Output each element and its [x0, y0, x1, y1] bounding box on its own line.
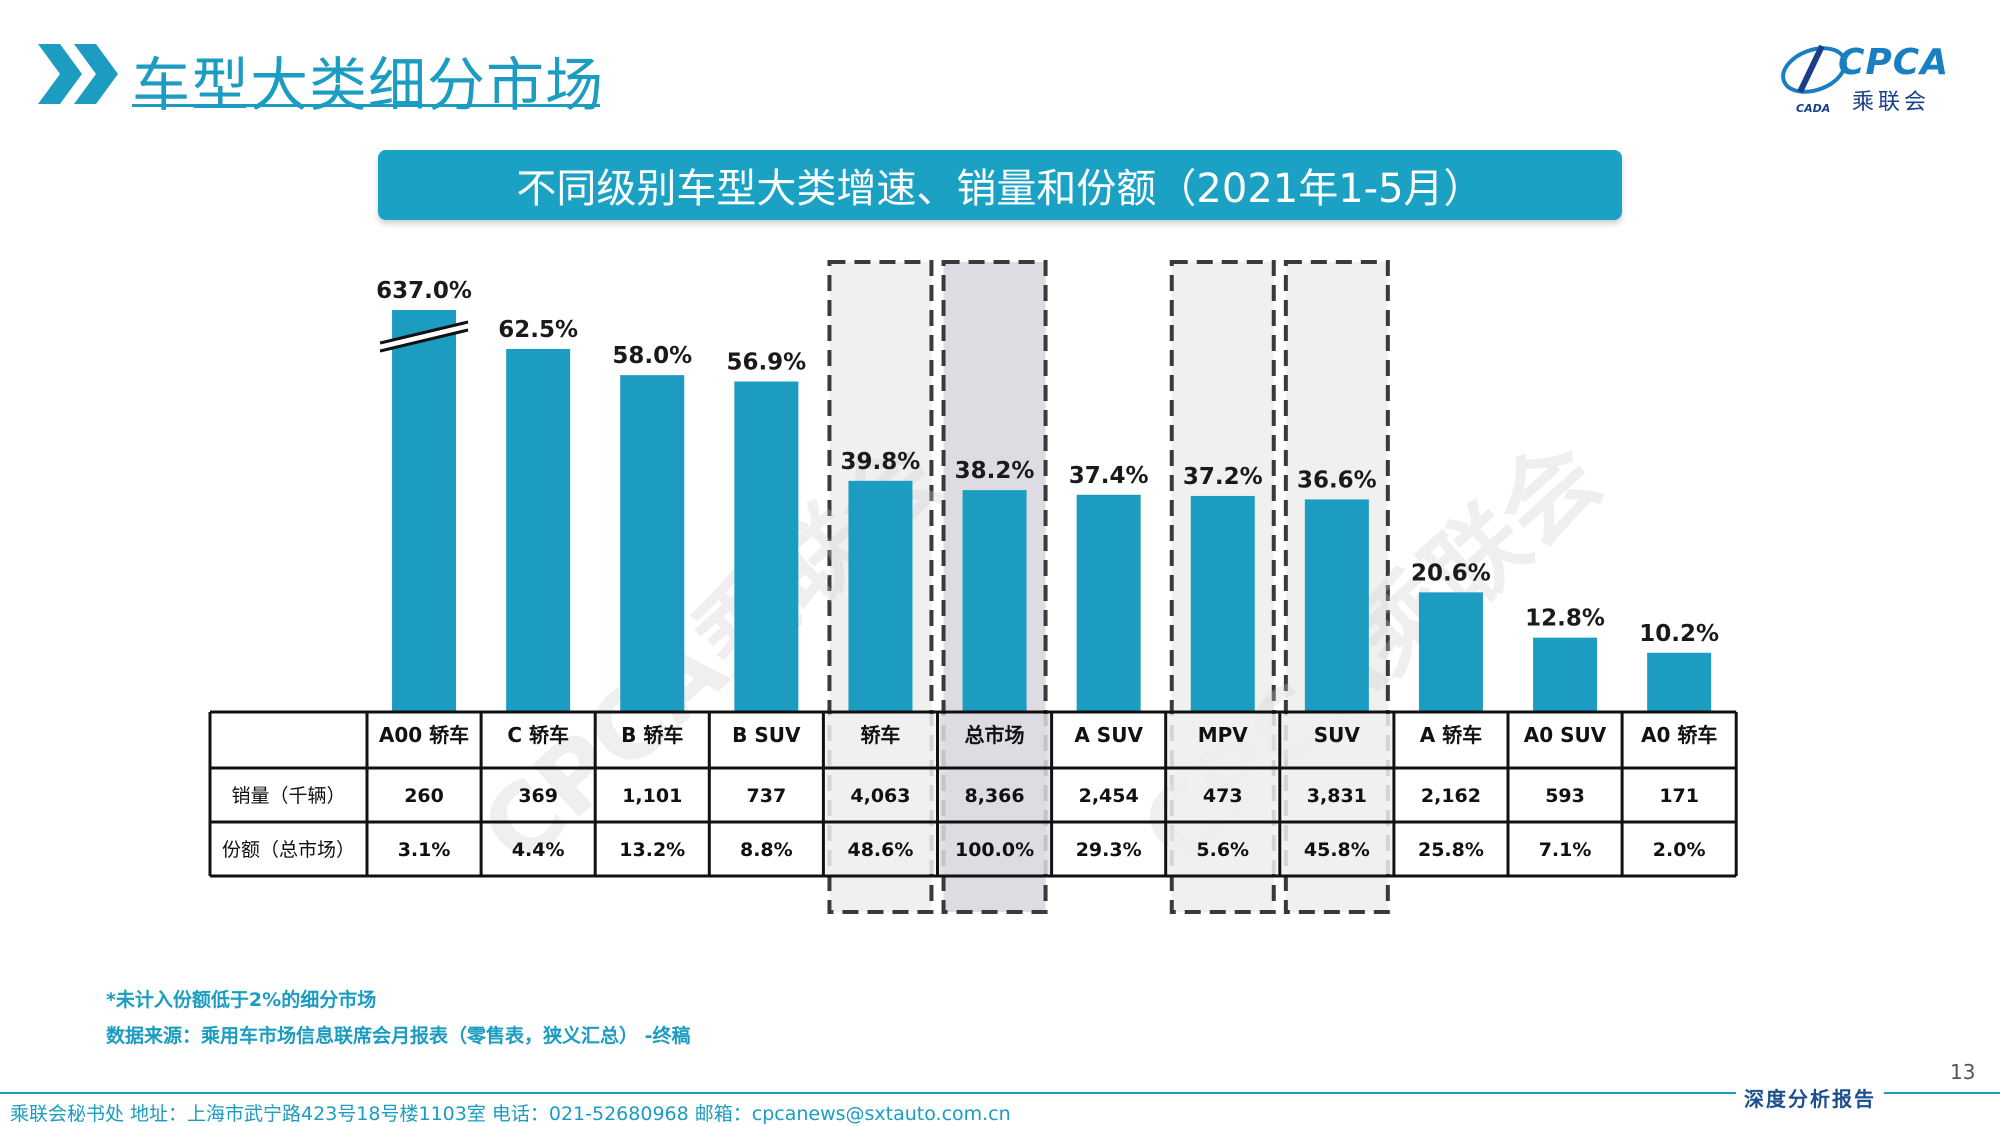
bar-3: [620, 375, 685, 712]
category-label-8: MPV: [1198, 723, 1249, 747]
bars: [379, 310, 1712, 712]
table-cell-r2-c7: 29.3%: [1076, 839, 1142, 861]
logo-subtitle: 乘联会: [1852, 90, 1931, 115]
table-highlight-6: [939, 714, 1050, 874]
table-highlight-8: [1167, 714, 1278, 874]
table-cell-r1-c7: 2,454: [1079, 785, 1139, 807]
table-cell-r1-c1: 260: [404, 785, 444, 807]
footer-line: [0, 1092, 2000, 1094]
category-label-10: A 轿车: [1420, 723, 1482, 747]
chart-title-banner: 不同级别车型大类增速、销量和份额（2021年1-5月）: [378, 150, 1622, 220]
table-cell-r1-c10: 2,162: [1421, 785, 1481, 807]
footer-tag: 深度分析报告: [1736, 1083, 1884, 1112]
category-label-9: SUV: [1314, 723, 1361, 747]
bar-7: [1076, 494, 1141, 712]
bar-2: [506, 349, 571, 712]
page-number: 13: [1950, 1060, 1976, 1084]
category-label-4: B SUV: [732, 723, 801, 747]
table-cell-r1-c2: 369: [518, 785, 558, 807]
value-label-6: 38.2%: [955, 458, 1035, 484]
category-label-2: C 轿车: [507, 723, 569, 747]
row-label-2: 份额（总市场）: [222, 839, 355, 861]
value-labels: 637.0% 62.5% 58.0% 56.9% 39.8% 38.2% 37.4% 37.2…: [376, 278, 1719, 647]
table-cell-r1-c5: 4,063: [850, 785, 910, 807]
table-cell-r2-c12: 2.0%: [1653, 839, 1706, 861]
value-label-11: 12.8%: [1525, 606, 1605, 632]
page-title: 车型大类细分市场: [132, 51, 605, 119]
chevron-arrows-icon: [38, 44, 118, 104]
bar-6: [962, 490, 1027, 712]
bar-12: [1647, 652, 1712, 712]
table-cell-r1-c4: 737: [747, 785, 787, 807]
value-label-8: 37.2%: [1183, 464, 1263, 490]
table-cell-r2-c1: 3.1%: [398, 839, 451, 861]
category-label-5: 轿车: [860, 723, 900, 747]
data-source-note: 数据来源：乘用车市场信息联席会月报表（零售表，狭义汇总） -终稿: [106, 1025, 691, 1047]
value-label-7: 37.4%: [1069, 463, 1149, 489]
table-cell-r2-c2: 4.4%: [512, 839, 565, 861]
category-label-12: A0 轿车: [1641, 723, 1717, 747]
logo-small-text: CADA: [1796, 102, 1830, 115]
footer-contact: 乘联会秘书处 地址：上海市武宁路423号18号楼1103室 电话：021-526…: [10, 1103, 1011, 1125]
value-label-10: 20.6%: [1411, 560, 1491, 586]
value-label-5: 39.8%: [841, 449, 921, 475]
data-table: A00 轿车 C 轿车 B 轿车 B SUV 轿车 总市场 A SUV MPV SUV A 轿车 A…: [208, 710, 1738, 878]
table-cell-r1-c6: 8,366: [964, 785, 1024, 807]
bar-11: [1533, 637, 1598, 712]
chart-title: 不同级别车型大类增速、销量和份额（2021年1-5月）: [516, 166, 1484, 212]
category-label-7: A SUV: [1074, 723, 1143, 747]
table-highlight-9: [1281, 714, 1392, 874]
title-underline: [132, 104, 600, 107]
table-cell-r2-c5: 48.6%: [847, 839, 913, 861]
table-cell-r1-c9: 3,831: [1307, 785, 1367, 807]
table-cell-r1-c12: 171: [1659, 785, 1699, 807]
bar-10: [1418, 592, 1483, 712]
logo-text: CPCA: [1838, 42, 1950, 83]
table-cell-r1-c3: 1,101: [622, 785, 682, 807]
table-cell-r1-c11: 593: [1545, 785, 1585, 807]
value-label-9: 36.6%: [1297, 467, 1377, 493]
table-cell-r2-c8: 5.6%: [1196, 839, 1249, 861]
footnote: *未计入份额低于2%的细分市场: [106, 989, 377, 1011]
category-label-1: A00 轿车: [379, 723, 469, 747]
value-label-2: 62.5%: [498, 317, 578, 343]
table-grid: [208, 710, 1738, 878]
table-highlight-5: [825, 714, 936, 874]
bar-1: [392, 310, 457, 712]
table-cell-r2-c11: 7.1%: [1539, 839, 1592, 861]
value-label-12: 10.2%: [1639, 621, 1719, 647]
row-label-1: 销量（千辆）: [231, 785, 345, 807]
value-label-3: 58.0%: [612, 343, 692, 369]
table-cell-r2-c9: 45.8%: [1304, 839, 1370, 861]
bar-8: [1190, 495, 1255, 712]
category-label-3: B 轿车: [621, 723, 683, 747]
table-cell-r1-c8: 473: [1203, 785, 1243, 807]
table-cell-r2-c10: 25.8%: [1418, 839, 1484, 861]
category-label-6: 总市场: [965, 723, 1025, 747]
table-cell-r2-c4: 8.8%: [740, 839, 793, 861]
axis-break-mark: [379, 320, 469, 353]
bar-5: [848, 480, 913, 712]
bar-9: [1304, 499, 1369, 712]
table-cell-r2-c6: 100.0%: [955, 839, 1034, 861]
bar-4: [734, 381, 799, 712]
category-label-11: A0 SUV: [1524, 723, 1607, 747]
value-label-1: 637.0%: [376, 278, 472, 304]
cpca-logo: CADA: [1781, 44, 1847, 115]
table-cell-r2-c3: 13.2%: [619, 839, 685, 861]
value-label-4: 56.9%: [726, 350, 806, 376]
